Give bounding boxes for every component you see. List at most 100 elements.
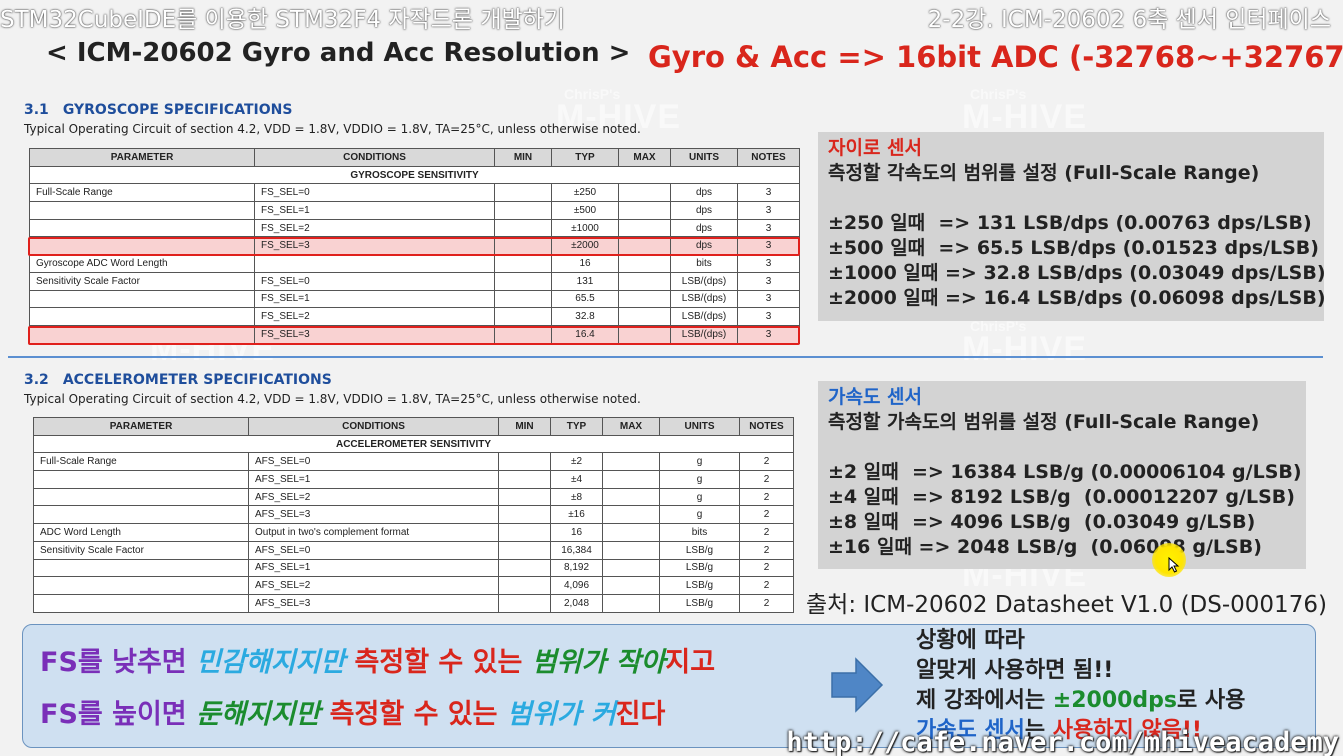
acc-section-note: Typical Operating Circuit of section 4.2… [24,392,641,406]
gyro-spec-table: PARAMETER CONDITIONS MIN TYP MAX UNITS NOTES G… [29,148,800,344]
table-cell-param [29,201,255,220]
table-cell-notes: 2 [739,487,794,507]
table-cell-min [494,254,552,273]
table-cell-typ: 131 [551,271,619,291]
table-cell-min [494,201,552,220]
tip-text: 측정할 수 있는 [345,647,532,678]
column-header: NOTES [737,148,800,167]
table-cell-notes: 3 [737,201,800,220]
table-cell-units: g [659,470,740,489]
acc-info-line: ±16 일때 => 2048 LSB/g (0.06098 g/LSB) [828,536,1262,558]
table-cell-cond: FS_SEL=0 [254,271,495,291]
tip-higher-fs: FS를 높이면 둔해지지만 측정할 수 있는 범위가 커진다 [40,692,665,731]
acc-section-number: 3.2 [24,372,49,388]
tip-lower-fs: FS를 낮추면 민감해지지만 측정할 수 있는 범위가 작아지고 [40,640,715,679]
table-cell-max [618,183,671,203]
note-text: 제 강좌에서는 [916,688,1053,713]
table-cell-min [498,487,551,507]
table-cell-units: g [659,487,740,507]
table-cell-typ: 32.8 [551,307,619,326]
table-cell-param [29,289,255,309]
note-highlight-dps: ±2000dps [1052,688,1178,713]
tip-text: FS를 높이면 [40,699,197,730]
table-cell-units: LSB/(dps) [670,307,738,326]
table-row: AFS_SEL=2 ±8 g 2 [33,487,794,507]
column-header: MIN [494,148,552,167]
table-cell-param: Sensitivity Scale Factor [29,271,255,291]
gyro-info-line: ±1000 일때 => 32.8 LSB/dps (0.03049 dps/LS… [828,262,1326,284]
table-cell-param: ADC Word Length [33,523,249,542]
table-cell-units: dps [670,183,738,203]
table-row: Full-Scale Range AFS_SEL=0 ±2 g 2 [33,452,794,472]
table-cell-max [618,254,671,273]
tip-text: 민감해지지만 [196,647,346,678]
table-cell-param [33,576,249,595]
table-cell-typ: ±250 [551,183,619,203]
highlight-fs-sel-3-range [28,237,800,256]
table-cell-max [602,452,660,472]
table-cell-min [494,218,552,238]
table-cell-typ: ±4 [550,470,603,489]
table-cell-units: LSB/g [659,576,740,595]
table-cell-notes: 2 [739,523,794,542]
table-subheader: GYROSCOPE SENSITIVITY [29,165,800,185]
column-header: PARAMETER [33,417,249,436]
watermark: ChrisP's M-HIVE [962,86,1087,136]
acc-info-line: ±8 일때 => 4096 LSB/g (0.03049 g/LSB) [828,511,1256,533]
table-cell-param [29,324,255,344]
table-cell-min [494,183,552,203]
table-cell-cond: AFS_SEL=0 [248,540,499,560]
acc-info-box: 가속도 센서 측정할 가속도의 범위를 설정 (Full-Scale Range… [818,381,1306,569]
acc-info-desc: 측정할 가속도의 범위를 설정 (Full-Scale Range) [828,411,1260,433]
table-cell-param [29,307,255,326]
acc-info-line: ±2 일때 => 16384 LSB/g (0.00006104 g/LSB) [828,461,1302,483]
table-cell-typ: ±2 [550,452,603,472]
table-cell-typ: 16,384 [550,540,603,560]
table-cell-units: LSB/(dps) [670,271,738,291]
note-text: 로 사용 [1177,688,1246,713]
table-cell-typ: ±1000 [551,218,619,238]
table-cell-cond: AFS_SEL=0 [248,452,499,472]
table-cell-param [33,558,249,578]
gyro-info-line: ±250 일때 => 131 LSB/dps (0.00763 dps/LSB) [828,212,1312,234]
column-header: PARAMETER [29,148,255,167]
column-header: NOTES [739,417,794,436]
tip-text: 측정할 수 있는 [320,699,507,730]
table-subheader-row: ACCELEROMETER SENSITIVITY [33,434,794,454]
gyro-info-line: ±500 일때 => 65.5 LSB/dps (0.01523 dps/LSB… [828,237,1319,259]
table-cell-min [494,289,552,309]
note-line: 가속도 센서는 사용하지 않음!! [916,716,1245,746]
table-cell-min [498,523,551,542]
table-cell-param: Sensitivity Scale Factor [33,540,249,560]
highlight-fs-sel-3-sensitivity [28,326,800,345]
slide-subtitle: Gyro & Acc => 16bit ADC (-32768~+32767) [648,40,1343,74]
table-cell-notes: 2 [739,452,794,472]
table-cell-notes: 2 [739,593,794,613]
table-cell-cond: Output in two's complement format [248,523,499,542]
table-row: AFS_SEL=1 ±4 g 2 [33,470,794,489]
watermark-big: M-HIVE [962,98,1087,136]
table-row: AFS_SEL=2 4,096 LSB/g 2 [33,576,794,595]
acc-info-title: 가속도 센서 [828,386,923,408]
table-row: AFS_SEL=3 ±16 g 2 [33,505,794,525]
table-cell-max [618,236,671,256]
note-text: 가속도 센서 [916,718,1025,743]
table-cell-units: LSB/(dps) [670,289,738,309]
note-text: 사용하지 않음!! [1052,718,1202,743]
table-cell-cond: FS_SEL=3 [254,324,495,344]
table-cell-max [618,307,671,326]
table-cell-min [494,271,552,291]
gyro-section-title: GYROSCOPE SPECIFICATIONS [62,102,293,118]
column-header: CONDITIONS [248,417,499,436]
table-cell-typ: 65.5 [551,289,619,309]
column-header: UNITS [659,417,740,436]
table-cell-cond: FS_SEL=3 [254,236,495,256]
usage-notes: 상황에 따라 알맞게 사용하면 됨!! 제 강좌에서는 ±2000dps로 사용… [916,626,1245,746]
table-cell-param: Full-Scale Range [33,452,249,472]
column-header: MIN [498,417,551,436]
table-cell-min [498,576,551,595]
table-cell-max [618,271,671,291]
table-cell-max [602,470,660,489]
table-cell-max [602,558,660,578]
table-cell-param [33,593,249,613]
